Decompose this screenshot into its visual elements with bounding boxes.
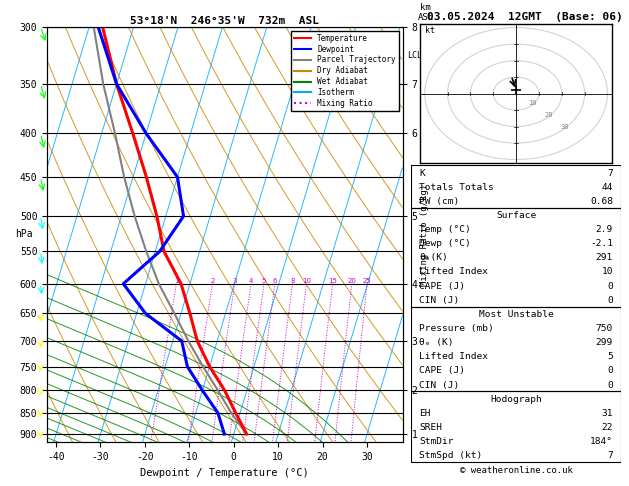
Legend: Temperature, Dewpoint, Parcel Trajectory, Dry Adiabat, Wet Adiabat, Isotherm, Mi: Temperature, Dewpoint, Parcel Trajectory… (291, 31, 399, 111)
Text: Lifted Index: Lifted Index (419, 267, 488, 277)
Text: hPa: hPa (15, 229, 33, 240)
Text: Dewp (°C): Dewp (°C) (419, 239, 471, 248)
Text: StmDir: StmDir (419, 437, 454, 446)
Text: θₑ (K): θₑ (K) (419, 338, 454, 347)
Text: 10: 10 (528, 100, 537, 106)
Text: 750: 750 (596, 324, 613, 333)
Text: 4: 4 (249, 278, 253, 284)
Text: 5: 5 (607, 352, 613, 361)
Text: 299: 299 (596, 338, 613, 347)
Text: K: K (419, 169, 425, 177)
Text: 44: 44 (601, 183, 613, 191)
Text: 31: 31 (601, 409, 613, 418)
Text: θₑ(K): θₑ(K) (419, 253, 448, 262)
Text: 20: 20 (347, 278, 356, 284)
Text: 5: 5 (262, 278, 266, 284)
Text: Most Unstable: Most Unstable (479, 310, 554, 319)
Text: PW (cm): PW (cm) (419, 197, 459, 206)
Text: CIN (J): CIN (J) (419, 381, 459, 390)
Text: 2: 2 (210, 278, 214, 284)
Bar (411, 208, 621, 307)
Bar (411, 307, 621, 391)
Text: Surface: Surface (496, 211, 536, 220)
Text: Totals Totals: Totals Totals (419, 183, 494, 191)
Text: Temp (°C): Temp (°C) (419, 225, 471, 234)
Text: CIN (J): CIN (J) (419, 296, 459, 305)
Text: 6: 6 (272, 278, 277, 284)
Text: 184°: 184° (590, 437, 613, 446)
Text: 1: 1 (174, 278, 179, 284)
Y-axis label: Mixing Ratio (g/kg): Mixing Ratio (g/kg) (420, 183, 429, 286)
Text: 30: 30 (560, 123, 569, 130)
Text: 15: 15 (328, 278, 337, 284)
Text: 2.9: 2.9 (596, 225, 613, 234)
Text: 291: 291 (596, 253, 613, 262)
Text: kt: kt (425, 26, 435, 35)
Text: -2.1: -2.1 (590, 239, 613, 248)
Text: 20: 20 (544, 112, 553, 118)
Text: CAPE (J): CAPE (J) (419, 366, 465, 376)
Text: 22: 22 (601, 423, 613, 432)
Text: 10: 10 (302, 278, 311, 284)
Text: 0: 0 (607, 381, 613, 390)
Text: 0.68: 0.68 (590, 197, 613, 206)
Text: Pressure (mb): Pressure (mb) (419, 324, 494, 333)
Text: SREH: SREH (419, 423, 442, 432)
Title: 53°18'N  246°35'W  732m  ASL: 53°18'N 246°35'W 732m ASL (130, 16, 320, 26)
Text: CAPE (J): CAPE (J) (419, 281, 465, 291)
Text: 10: 10 (601, 267, 613, 277)
X-axis label: Dewpoint / Temperature (°C): Dewpoint / Temperature (°C) (140, 468, 309, 478)
Text: EH: EH (419, 409, 431, 418)
Bar (411, 391, 621, 462)
Text: 0: 0 (607, 296, 613, 305)
Text: StmSpd (kt): StmSpd (kt) (419, 451, 482, 460)
Text: Lifted Index: Lifted Index (419, 352, 488, 361)
Text: © weatheronline.co.uk: © weatheronline.co.uk (460, 466, 572, 475)
Text: 03.05.2024  12GMT  (Base: 06): 03.05.2024 12GMT (Base: 06) (427, 12, 623, 22)
Bar (411, 165, 621, 208)
Text: 0: 0 (607, 366, 613, 376)
Text: 25: 25 (363, 278, 372, 284)
Text: 0: 0 (607, 281, 613, 291)
Text: 3: 3 (232, 278, 237, 284)
Text: 8: 8 (290, 278, 295, 284)
Text: Hodograph: Hodograph (490, 395, 542, 404)
Text: 7: 7 (607, 169, 613, 177)
Text: km
ASL: km ASL (418, 3, 434, 22)
Text: LCL: LCL (407, 51, 421, 60)
Text: 7: 7 (607, 451, 613, 460)
